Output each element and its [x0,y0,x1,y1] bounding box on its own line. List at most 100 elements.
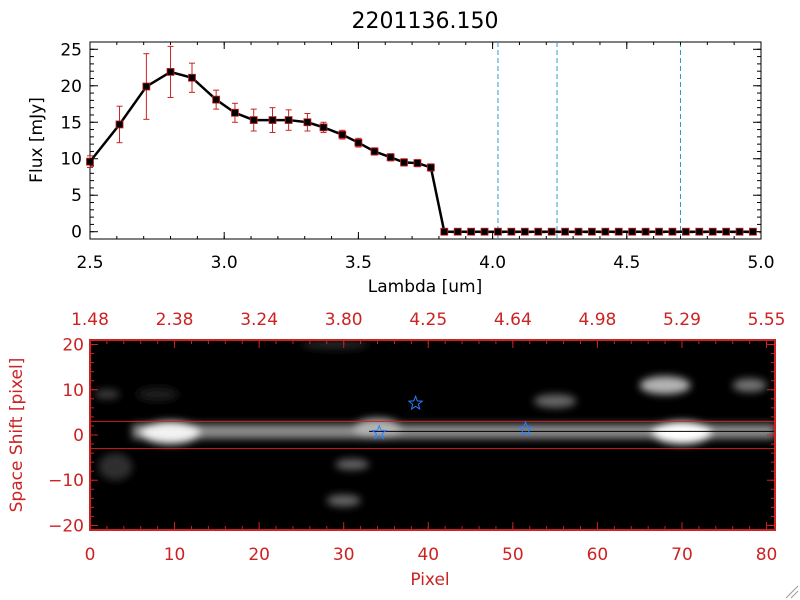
spectrum-errorbars [87,45,434,172]
data-point-13 [354,138,363,147]
source-blob-10 [301,340,370,350]
y-tick-label: 25 [60,40,82,60]
y-tick-label: 20 [60,77,82,97]
top-tick-label: 3.80 [325,310,363,330]
data-point-26 [534,227,543,236]
data-point-21 [467,227,476,236]
x-tick-label: 60 [587,545,609,565]
data-point-20 [453,227,462,236]
x-tick-label: 2.5 [76,253,103,273]
spectrum-plot-frame [89,41,762,240]
x-tick-label: 20 [248,545,270,565]
y-tick-label: −20 [48,516,84,536]
spectral-image-panel: 0 10 20 30 40 50 60 70 80 1.48 2.38 3.24 3.80 4.25 4.… [7,310,785,590]
extraction-aperture-lines [90,420,775,450]
top-tick-label: 4.25 [409,310,447,330]
y-axis-label: Flux [mJy] [27,97,47,183]
resize-grip-icon[interactable] [785,585,799,599]
data-point-41 [735,227,744,236]
x-tick-label: 3.5 [345,253,372,273]
data-point-11 [319,123,328,132]
data-point-10 [303,118,312,127]
top-tick-label: 1.48 [71,310,109,330]
data-point-23 [494,227,502,236]
data-point-12 [338,130,347,139]
data-point-3 [166,68,175,76]
data-point-27 [547,227,556,236]
data-point-4 [188,73,196,82]
source-blob-6 [335,458,370,470]
y-tick-label: 0 [71,223,82,243]
data-point-36 [668,227,677,236]
spectrum-line [89,70,753,233]
x-tick-label: 70 [671,545,693,565]
top-tick-label: 3.24 [240,310,278,330]
data-point-25 [520,227,529,236]
data-point-14 [370,147,379,156]
star-marker-0 [371,424,388,440]
data-point-30 [588,227,596,236]
source-blob-8 [94,389,120,399]
data-point-37 [681,227,690,236]
top-tick-label: 5.55 [748,310,786,330]
data-point-31 [601,227,610,236]
source-blob-11 [136,387,179,402]
data-point-33 [628,227,637,236]
top-tick-label: 4.64 [494,310,532,330]
x-axis-label: Lambda [um] [368,277,482,297]
source-blob-1 [353,418,402,439]
y-tick-label: 10 [62,381,84,401]
data-point-40 [722,227,731,236]
chart-title: 2201136.150 [352,9,499,34]
source-blob-9 [98,453,133,481]
data-point-18 [426,163,435,172]
x-tick-label: 5.0 [747,253,774,273]
data-point-38 [695,227,704,236]
data-point-39 [708,227,717,236]
y-tick-label: 5 [71,186,82,206]
x-tick-label: 10 [164,545,186,565]
x-tick-label: 4.0 [479,253,506,273]
data-point-15 [386,153,395,162]
x-tick-label: 50 [502,545,524,565]
y-tick-label: 0 [73,426,84,446]
source-blob-4 [533,394,577,408]
spectrum-vlines [444,42,761,239]
source-star-markers [371,394,534,440]
data-point-17 [413,159,422,168]
data-point-1 [115,120,124,129]
data-point-5 [212,95,221,104]
data-point-34 [641,227,650,236]
image-y-axis-label: Space Shift [pixel] [7,358,27,513]
image-x-axis-label: Pixel [410,570,449,590]
data-point-0 [86,157,94,166]
source-blob-7 [326,494,361,507]
data-point-28 [561,227,569,236]
star-marker-2 [517,420,534,436]
data-point-22 [480,227,489,236]
source-blob-0 [140,421,200,445]
spectrum-y-ticks: 0 5 10 15 20 25 [60,40,761,243]
data-point-9 [284,116,293,124]
x-tick-label: 40 [417,545,439,565]
data-point-35 [655,227,663,236]
top-tick-label: 5.29 [663,310,701,330]
source-blob-2 [652,421,712,445]
image-y-ticks: −20 −10 0 10 20 [48,336,775,536]
top-tick-label: 2.38 [156,310,194,330]
data-point-2 [142,82,151,91]
spectrum-chart: 2201136.150 2.5 3.0 3.5 4.0 4.5 5.0 051015202… [27,9,775,297]
spectrum-x-ticks: 2.5 3.0 3.5 4.0 4.5 5.0 [76,42,775,273]
data-point-29 [574,227,583,236]
x-tick-label: 80 [756,545,778,565]
data-point-7 [249,116,258,124]
y-tick-label: 15 [60,113,82,133]
image-x-ticks: 0 10 20 30 40 50 60 70 80 [85,522,778,565]
y-tick-label: 20 [62,336,84,356]
data-point-32 [614,227,623,236]
y-tick-label: 10 [60,150,82,170]
spectrum-points [86,68,757,236]
x-tick-label: 3.0 [211,253,238,273]
source-blob-3 [639,376,691,395]
data-point-24 [507,227,516,236]
